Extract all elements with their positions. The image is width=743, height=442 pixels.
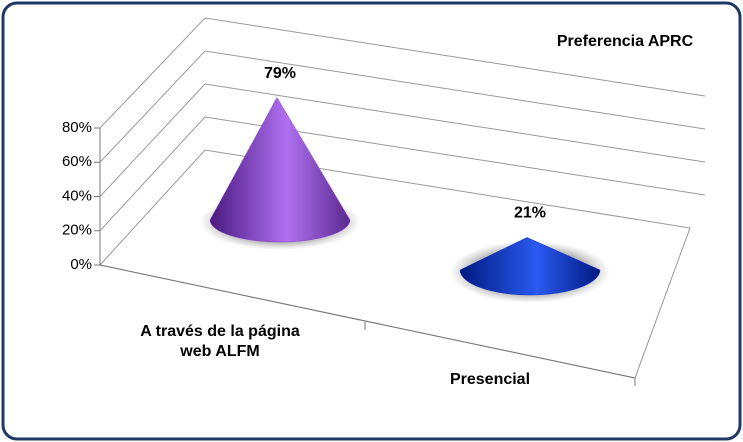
y-tick-label: 0% — [70, 256, 92, 273]
grid-line — [99, 116, 706, 232]
cone — [209, 97, 351, 243]
grid-line — [99, 83, 706, 197]
cone — [459, 237, 601, 296]
value-label: 21% — [514, 205, 546, 222]
y-tick-label: 20% — [62, 222, 92, 239]
chart-title: Preferencia APRC — [557, 33, 694, 50]
y-tick-label: 80% — [62, 119, 92, 136]
grid-line — [99, 17, 706, 129]
y-tick-label: 60% — [62, 153, 92, 170]
value-label: 79% — [264, 65, 296, 82]
x-tick-label: A través de la página web ALFM — [140, 323, 300, 360]
x-axis — [99, 264, 636, 379]
x-tick-label: Presencial — [449, 371, 531, 388]
grid-line — [99, 50, 706, 163]
y-tick-label: 40% — [62, 187, 92, 204]
